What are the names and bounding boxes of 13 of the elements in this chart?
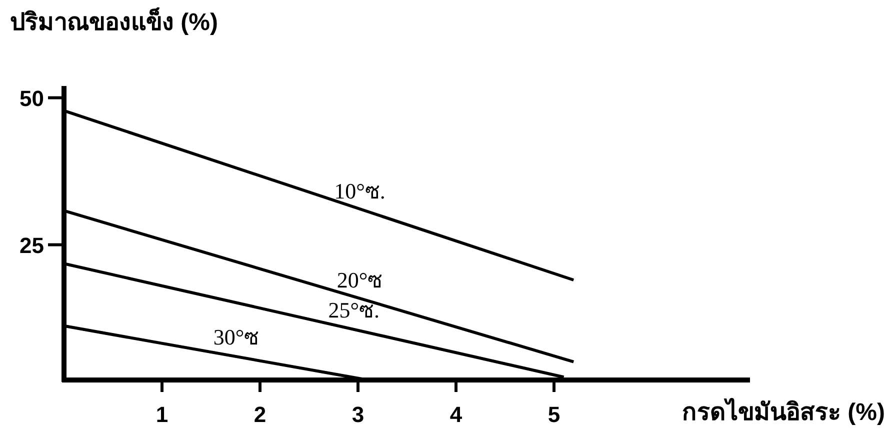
y-tick-label: 25 xyxy=(20,232,44,258)
x-tick-label: 5 xyxy=(548,402,560,427)
x-tick-label: 4 xyxy=(450,402,463,427)
series-label: 25°ซ. xyxy=(328,298,380,323)
x-axis-title: กรดไขมันอิสระ (%) xyxy=(682,397,885,426)
x-tick-label: 1 xyxy=(156,402,168,427)
x-tick-label: 3 xyxy=(352,402,364,427)
series-label: 10°ซ. xyxy=(334,178,386,204)
chart-title: ปริมาณของแข็ง (%) xyxy=(10,7,218,36)
x-tick-label: 2 xyxy=(254,402,266,427)
y-tick-label: 50 xyxy=(20,86,44,111)
series-label: 20°ซ xyxy=(336,267,383,292)
series-label: 30°ซ xyxy=(213,324,260,350)
